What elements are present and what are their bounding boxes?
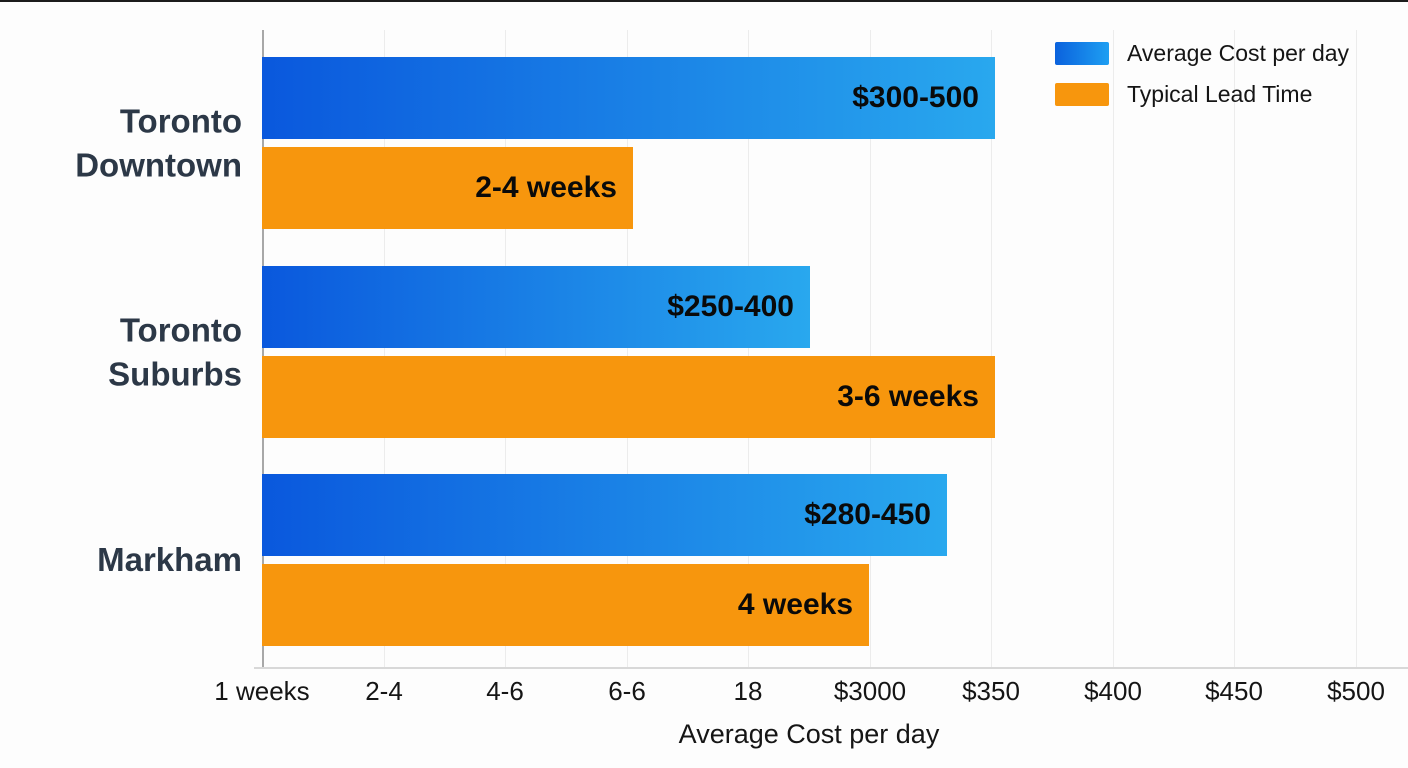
- gridline: [505, 30, 506, 667]
- y-axis-line: [262, 30, 264, 667]
- gridline: [991, 30, 992, 667]
- x-tick-label: 4-6: [486, 676, 524, 706]
- gridline: [1113, 30, 1114, 667]
- legend-swatch-lead-time: [1055, 83, 1109, 106]
- x-tick-label: 2-4: [365, 676, 403, 706]
- legend: Average Cost per day Typical Lead Time: [1055, 40, 1349, 108]
- bar-value-label: $300-500: [852, 81, 979, 114]
- legend-label-lead-time: Typical Lead Time: [1127, 81, 1313, 107]
- gridline: [1356, 30, 1357, 667]
- gridline: [384, 30, 385, 667]
- gridline: [870, 30, 871, 667]
- bar-value-label: $280-450: [804, 498, 931, 531]
- bar-cost: $280-450: [262, 474, 947, 556]
- legend-item-average-cost: Average Cost per day: [1055, 40, 1349, 67]
- x-tick-label: 1 weeks: [214, 676, 310, 706]
- category-label: Toronto Downtown: [75, 102, 242, 183]
- x-tick-label: 18: [733, 676, 763, 706]
- x-tick-label: $500: [1327, 676, 1385, 706]
- legend-item-lead-time: Typical Lead Time: [1055, 81, 1349, 108]
- x-tick-label: $400: [1084, 676, 1142, 706]
- x-axis-line: [254, 667, 1408, 669]
- bar-cost: $300-500: [262, 57, 995, 139]
- x-axis-title: Average Cost per day: [678, 719, 940, 749]
- bar-lead-time: 4 weeks: [262, 564, 869, 646]
- legend-swatch-average-cost: [1055, 42, 1109, 65]
- category-label: Toronto Suburbs: [108, 311, 242, 392]
- bar-value-label: 2-4 weeks: [475, 171, 617, 204]
- bar-value-label: 3-6 weeks: [837, 380, 979, 413]
- top-edge-line: [0, 0, 1408, 2]
- gridline: [1234, 30, 1235, 667]
- x-tick-label: 6-6: [608, 676, 646, 706]
- bar-value-label: 4 weeks: [737, 588, 853, 621]
- legend-label-average-cost: Average Cost per day: [1127, 40, 1350, 66]
- gridline: [627, 30, 628, 667]
- category-label: Markham: [97, 541, 242, 579]
- bar-value-label: $250-400: [667, 290, 794, 323]
- x-tick-label: $3000: [833, 676, 907, 706]
- x-tick-label: $350: [962, 676, 1020, 706]
- bar-cost: $250-400: [262, 266, 810, 348]
- bar-lead-time: 3-6 weeks: [262, 356, 995, 438]
- gridline: [748, 30, 749, 667]
- bar-lead-time: 2-4 weeks: [262, 147, 633, 229]
- x-tick-label: $450: [1205, 676, 1263, 706]
